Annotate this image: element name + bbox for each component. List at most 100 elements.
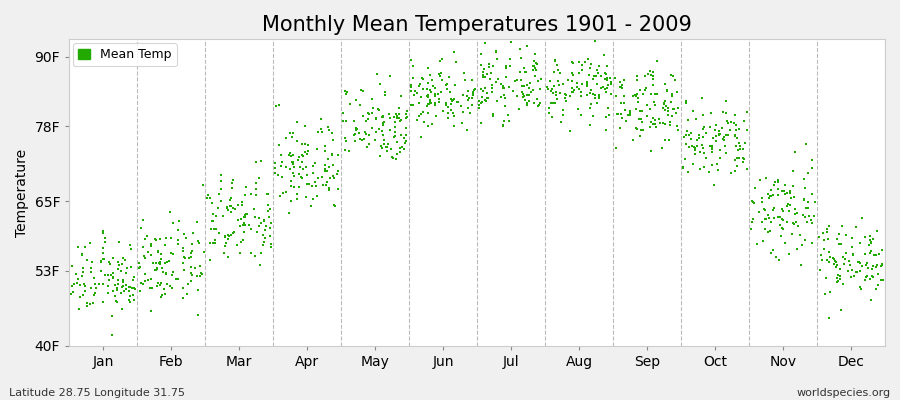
Point: [720, 118, 734, 124]
Point: [494, 80, 508, 87]
Point: [410, 117, 424, 123]
Point: [805, 164, 819, 171]
Point: [696, 126, 710, 132]
Point: [416, 108, 430, 115]
Point: [461, 97, 475, 104]
Point: [362, 141, 376, 147]
Point: [446, 123, 461, 129]
Point: [326, 162, 340, 168]
Point: [628, 125, 643, 132]
Point: [428, 102, 442, 108]
Point: [446, 48, 461, 55]
Point: [582, 72, 597, 78]
Point: [755, 195, 770, 201]
Point: [387, 114, 401, 121]
Point: [657, 100, 671, 106]
Point: [73, 294, 87, 300]
Point: [473, 62, 488, 68]
Point: [658, 137, 672, 143]
Point: [439, 102, 454, 108]
Point: [117, 257, 131, 263]
Point: [369, 115, 383, 122]
Point: [84, 285, 98, 291]
Point: [87, 290, 102, 296]
Point: [117, 288, 131, 294]
Point: [695, 95, 709, 101]
Point: [325, 151, 339, 157]
Point: [191, 287, 205, 293]
Point: [394, 117, 409, 123]
Point: [603, 80, 617, 87]
Point: [353, 102, 367, 108]
Point: [680, 141, 694, 148]
Point: [157, 269, 171, 275]
Point: [127, 296, 141, 303]
Point: [283, 130, 297, 136]
Point: [626, 137, 641, 144]
Point: [237, 229, 251, 235]
Point: [140, 233, 155, 240]
Point: [389, 111, 403, 117]
Point: [646, 73, 661, 80]
Point: [456, 70, 471, 76]
Point: [110, 298, 124, 305]
Point: [439, 100, 454, 106]
Point: [499, 74, 513, 80]
Point: [403, 102, 418, 108]
Point: [761, 212, 776, 218]
Point: [133, 288, 148, 295]
Point: [148, 237, 163, 243]
Point: [727, 133, 742, 139]
Point: [338, 88, 353, 94]
Point: [336, 118, 350, 124]
Point: [284, 152, 299, 159]
Point: [709, 122, 724, 129]
Point: [789, 246, 804, 252]
Point: [112, 262, 127, 268]
Point: [404, 88, 419, 94]
Point: [370, 71, 384, 77]
Point: [479, 98, 493, 104]
Point: [497, 118, 511, 124]
Point: [171, 237, 185, 243]
Point: [656, 105, 670, 111]
Point: [364, 110, 379, 117]
Point: [235, 199, 249, 205]
Point: [226, 230, 240, 236]
Point: [257, 235, 272, 241]
Y-axis label: Temperature: Temperature: [15, 148, 29, 237]
Point: [392, 115, 406, 121]
Point: [248, 253, 263, 260]
Point: [116, 278, 130, 285]
Point: [300, 181, 314, 187]
Point: [633, 108, 647, 114]
Point: [485, 63, 500, 70]
Point: [86, 300, 100, 306]
Point: [648, 91, 662, 97]
Point: [680, 169, 695, 176]
Point: [362, 111, 376, 118]
Point: [799, 205, 814, 212]
Point: [264, 244, 278, 250]
Point: [603, 91, 617, 98]
Point: [732, 126, 746, 132]
Point: [467, 86, 482, 93]
Point: [571, 106, 585, 112]
Point: [761, 215, 776, 221]
Point: [589, 73, 603, 79]
Point: [421, 65, 436, 72]
Point: [602, 112, 616, 118]
Point: [504, 39, 518, 46]
Point: [482, 76, 497, 82]
Point: [591, 94, 606, 100]
Point: [580, 56, 595, 62]
Point: [733, 154, 747, 161]
Point: [184, 264, 198, 270]
Point: [805, 157, 819, 164]
Point: [316, 182, 330, 188]
Point: [574, 88, 589, 95]
Point: [126, 276, 140, 283]
Point: [283, 166, 297, 172]
Point: [498, 103, 512, 109]
Point: [393, 92, 408, 99]
